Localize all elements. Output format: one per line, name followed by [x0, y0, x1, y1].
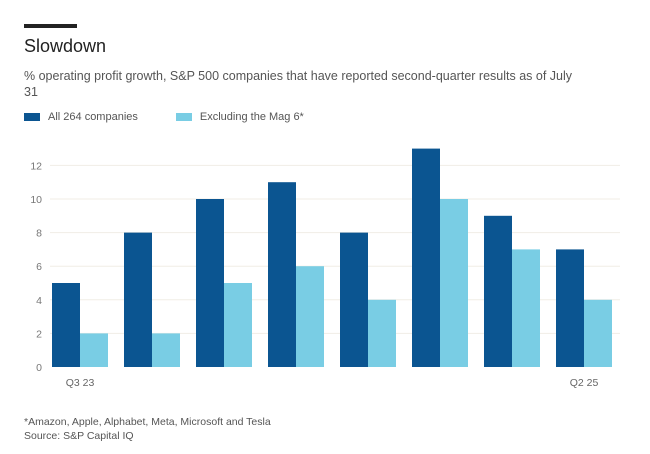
legend-item-excluding: Excluding the Mag 6* [175, 111, 304, 123]
chart-subtitle: % operating profit growth, S&P 500 compa… [24, 69, 572, 99]
bar-excluding-q3-23 [80, 333, 108, 367]
bar-excluding-q1-24 [224, 283, 252, 367]
bar-all-q4-24 [412, 148, 440, 367]
footnote: *Amazon, Apple, Alphabet, Meta, Microsof… [24, 416, 271, 428]
bar-all-q2-25 [556, 249, 584, 367]
y-tick-label: 6 [36, 261, 42, 273]
bar-all-q3-24 [340, 232, 368, 367]
bar-all-q1-25 [484, 215, 512, 367]
legend: All 264 companies Excluding the Mag 6* [24, 111, 304, 123]
legend-label-excluding: Excluding the Mag 6* [199, 111, 304, 123]
legend-swatch-all [24, 113, 40, 121]
legend-swatch-excluding [175, 113, 192, 121]
bar-all-q3-23 [52, 283, 80, 367]
legend-item-all: All 264 companies [24, 111, 138, 123]
bar-excluding-q3-24 [368, 299, 396, 367]
bar-all-q2-24 [268, 182, 296, 367]
y-tick-label: 10 [30, 194, 42, 206]
bar-excluding-q1-25 [512, 249, 540, 367]
bar-excluding-q2-25 [584, 299, 612, 367]
source: Source: S&P Capital IQ [24, 430, 134, 442]
bar-excluding-q4-23 [152, 333, 180, 367]
x-tick-label: Q2 25 [570, 377, 599, 389]
y-tick-label: 4 [36, 295, 42, 307]
y-tick-label: 0 [36, 362, 42, 374]
x-tick-label: Q3 23 [66, 377, 95, 389]
bar-all-q1-24 [196, 199, 224, 367]
footnote-block: *Amazon, Apple, Alphabet, Meta, Microsof… [24, 415, 271, 443]
legend-label-all: All 264 companies [48, 111, 138, 123]
bar-all-q4-23 [124, 232, 152, 367]
chart-title: Slowdown [24, 36, 107, 56]
y-tick-label: 12 [30, 160, 42, 172]
y-tick-label: 2 [36, 328, 42, 340]
title-accent-bar [24, 24, 77, 28]
bar-excluding-q4-24 [440, 199, 468, 367]
bar-excluding-q2-24 [296, 266, 324, 367]
y-tick-label: 8 [36, 228, 42, 240]
